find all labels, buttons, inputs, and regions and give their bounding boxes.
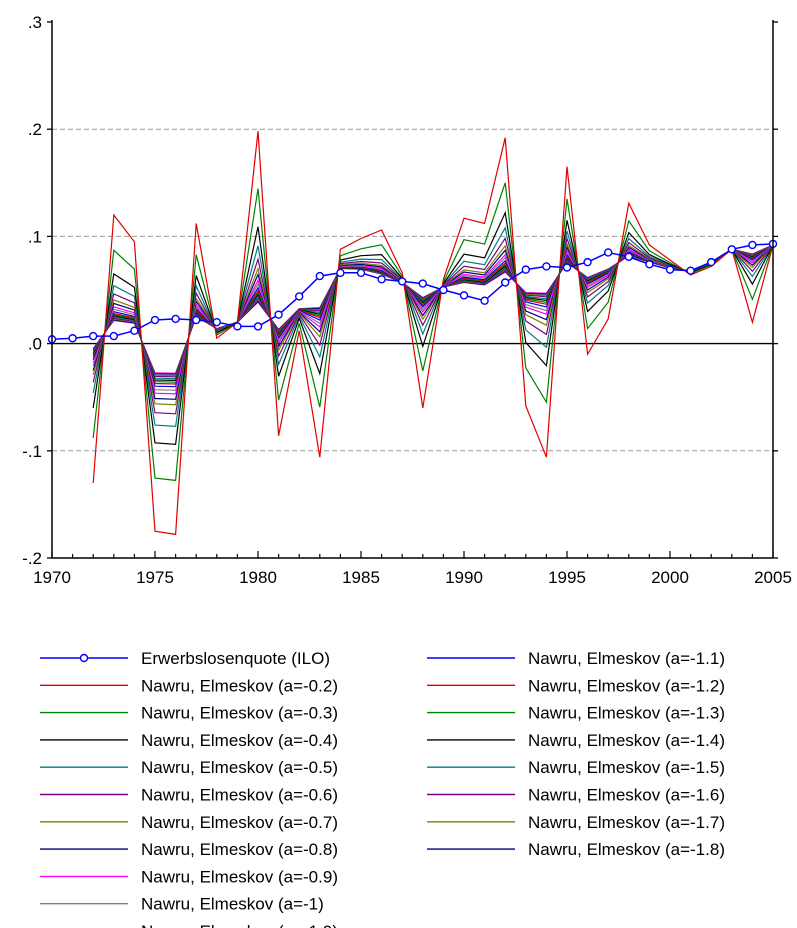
- legend-label: Nawru, Elmeskov (a=-0.4): [141, 731, 338, 750]
- legend-label: Nawru, Elmeskov (a=-1.4): [528, 731, 725, 750]
- y-tick-label: .2: [28, 120, 42, 139]
- legend-label: Nawru, Elmeskov (a=-0.6): [141, 786, 338, 805]
- unemployment-point: [315, 271, 324, 281]
- series-line: [92, 210, 774, 446]
- legend-label: Nawru, Elmeskov (a=-1.3): [528, 704, 725, 723]
- legend-label: Nawru, Elmeskov (a=-0.5): [141, 758, 338, 777]
- unemployment-point: [191, 315, 201, 325]
- unemployment-point: [501, 278, 510, 287]
- legend-label: Nawru, Elmeskov (a=-0.9): [141, 867, 338, 886]
- unemployment-point: [583, 257, 592, 267]
- legend-label: Nawru, Elmeskov (a=-1.7): [528, 813, 725, 832]
- legend-label: Nawru, Elmeskov (a=-1.5): [528, 758, 725, 777]
- unemployment-point: [356, 268, 366, 278]
- x-tick-label: 1990: [445, 568, 483, 587]
- legend-label: Nawru, Elmeskov (a=-1.1): [528, 649, 725, 668]
- legend-label: Nawru, Elmeskov (a=-1): [141, 895, 324, 914]
- legend-label: Nawru, Elmeskov (a=-0.8): [141, 840, 338, 859]
- unemployment-point: [521, 265, 530, 274]
- unemployment-point: [686, 266, 695, 275]
- y-tick-label: .1: [28, 227, 42, 246]
- y-tick-label: .0: [28, 335, 42, 354]
- x-tick-labels: 1970 1975 1980 1985 1990 1995 2000 2005: [33, 551, 792, 587]
- legend-label: Nawru, Elmeskov (a=-0.7): [141, 813, 338, 832]
- legend-label: Nawru, Elmeskov (a=-0.3): [141, 704, 338, 723]
- y-tick-label: -.1: [22, 442, 42, 461]
- unemployment-point: [480, 296, 489, 305]
- series-line: [92, 236, 774, 415]
- x-tick-label: 1975: [136, 568, 174, 587]
- legend-label: Erwerbslosenquote (ILO): [141, 649, 330, 668]
- unemployment-point: [562, 263, 572, 272]
- unemployment-point: [88, 331, 98, 341]
- axes: [51, 20, 774, 559]
- unemployment-point: [274, 310, 283, 319]
- x-tick-label: 2000: [651, 568, 689, 587]
- series-line: [92, 242, 774, 406]
- unemployment-point: [439, 285, 448, 295]
- x-tick-label: 1980: [239, 568, 277, 587]
- series-lines: [92, 131, 774, 536]
- unemployment-point: [130, 326, 139, 335]
- unemployment-point: [233, 322, 242, 331]
- y-tick-label: .3: [28, 13, 42, 32]
- legend-label: Nawru, Elmeskov (a=-1.9): [141, 922, 338, 928]
- unemployment-point: [748, 240, 757, 250]
- unemployment-point: [398, 277, 407, 286]
- unemployment-point: [459, 291, 469, 300]
- series-line: [92, 226, 774, 428]
- y-tick-label: -.2: [22, 549, 42, 568]
- unemployment-point: [624, 252, 633, 261]
- unemployment-series: [47, 239, 778, 344]
- unemployment-point: [150, 315, 160, 325]
- unemployment-point: [295, 292, 304, 301]
- unemployment-point: [418, 279, 427, 288]
- legend-marker: [79, 653, 89, 663]
- x-tick-label: 2005: [754, 568, 792, 587]
- x-tick-label: 1985: [342, 568, 380, 587]
- unemployment-point: [212, 317, 222, 327]
- legend-label: Nawru, Elmeskov (a=-1.6): [528, 786, 725, 805]
- series-line: [92, 131, 774, 536]
- unemployment-point: [68, 334, 77, 343]
- legend-label: Nawru, Elmeskov (a=-1.2): [528, 676, 725, 695]
- unemployment-point: [377, 275, 386, 284]
- unemployment-point: [542, 262, 551, 271]
- unemployment-point: [707, 257, 716, 267]
- legend-label: Nawru, Elmeskov (a=-0.2): [141, 676, 338, 695]
- y-tick-labels: .3 .2 .1 .0 -.1 -.2: [22, 13, 778, 568]
- legend: Erwerbslosenquote (ILO) Nawru, Elmeskov (…: [40, 649, 725, 928]
- unemployment-point: [109, 331, 119, 341]
- legend-label: Nawru, Elmeskov (a=-1.8): [528, 840, 725, 859]
- unemployment-point: [727, 245, 736, 254]
- unemployment-point: [336, 268, 345, 278]
- unemployment-point: [253, 322, 263, 331]
- unemployment-point: [665, 265, 675, 274]
- unemployment-point: [604, 248, 613, 257]
- unemployment-point: [645, 260, 654, 269]
- x-tick-label: 1995: [548, 568, 586, 587]
- unemployment-point: [171, 314, 180, 324]
- x-tick-label: 1970: [33, 568, 71, 587]
- series-line: [92, 182, 774, 482]
